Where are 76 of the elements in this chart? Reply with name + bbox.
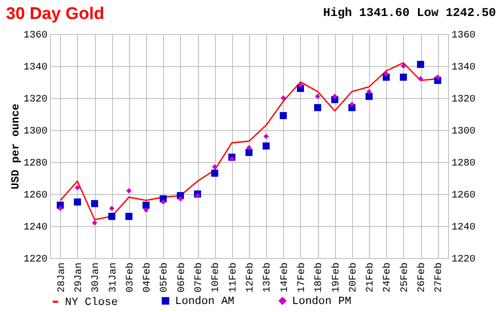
point <box>245 148 253 156</box>
x-tick-label: 11Feb <box>227 262 240 293</box>
point <box>280 112 287 120</box>
point <box>126 188 132 194</box>
y2-tick-label: 1240 <box>452 222 476 234</box>
x-tick-label: 10Feb <box>210 262 222 293</box>
x-tick-label: 06Feb <box>176 262 188 293</box>
x-tick-label: 17Feb <box>296 262 308 293</box>
legend-label: NY Close <box>65 296 118 309</box>
y2-tick-label: 1320 <box>452 94 476 106</box>
point <box>400 74 407 81</box>
x-tick-label: 27Feb <box>433 262 446 293</box>
y-axis-title: USD per ounce <box>10 103 22 190</box>
point <box>366 88 372 94</box>
y-tick-label: 1220 <box>23 254 48 266</box>
x-tick-label: 05Feb <box>158 262 171 293</box>
x-tick-label: 21Feb <box>364 262 377 293</box>
point <box>262 142 270 150</box>
point <box>74 184 80 190</box>
y-tick-label: 1300 <box>23 126 48 138</box>
y-tick-label: 1320 <box>23 94 48 106</box>
x-tick-label: 24Feb <box>382 262 394 293</box>
x-tick-label: 04Feb <box>142 262 154 293</box>
x-tick-label: 29Jan <box>74 262 85 293</box>
x-tick-label: 20Feb <box>347 262 360 293</box>
y2-tick-label: 1340 <box>452 62 476 74</box>
point <box>178 196 184 202</box>
y2-tick-label: 1280 <box>452 158 476 170</box>
x-tick-label: 28Jan <box>56 262 68 293</box>
point <box>400 63 406 69</box>
point <box>332 94 338 100</box>
point <box>108 212 116 220</box>
point <box>417 60 424 68</box>
text: High 1341.60 Low 1242.50 <box>323 6 496 20</box>
point <box>58 206 63 212</box>
point <box>74 198 81 206</box>
point <box>314 104 322 112</box>
x-tick-label: 07Feb <box>193 262 206 293</box>
point <box>91 200 98 208</box>
point <box>211 170 218 177</box>
y-tick-label: 1260 <box>23 190 48 202</box>
y-tick-label: 1240 <box>23 222 48 234</box>
x-tick-label: 14Feb <box>278 262 291 293</box>
point <box>212 164 218 170</box>
point <box>109 206 114 212</box>
x-tick-label: 13Feb <box>262 262 274 293</box>
x-tick-label: 31Jan <box>108 262 120 293</box>
x-tick-label: 30Jan <box>91 262 102 293</box>
point <box>125 212 132 220</box>
chart-title: 30 Day Gold <box>6 4 104 23</box>
y-tick-label: 1340 <box>23 62 48 74</box>
y2-tick-label: 1260 <box>452 190 476 202</box>
x-tick-label: 12Feb <box>244 262 256 293</box>
x-tick-label: 19Feb <box>330 262 342 293</box>
point <box>349 102 355 108</box>
y-tick-label: 1280 <box>23 158 48 170</box>
point <box>314 94 320 100</box>
point <box>246 144 252 150</box>
point <box>264 134 269 140</box>
point <box>435 74 440 80</box>
x-tick-label: 18Feb <box>313 262 326 293</box>
point <box>194 192 200 198</box>
y2-tick-label: 1360 <box>452 30 476 42</box>
point <box>142 202 150 209</box>
y2-tick-label: 1300 <box>452 126 476 138</box>
x-tick-label: 26Feb <box>416 262 428 293</box>
legend-label: London PM <box>292 296 352 308</box>
point <box>229 156 234 162</box>
point <box>92 220 98 226</box>
x-tick-label: 25Feb <box>398 262 411 293</box>
point <box>366 92 373 100</box>
y-tick-label: 1360 <box>23 30 48 42</box>
y2-tick-label: 1220 <box>452 254 476 266</box>
legend-label: London AM <box>175 296 234 308</box>
point <box>143 207 149 213</box>
x-tick-label: 03Feb <box>124 262 136 293</box>
